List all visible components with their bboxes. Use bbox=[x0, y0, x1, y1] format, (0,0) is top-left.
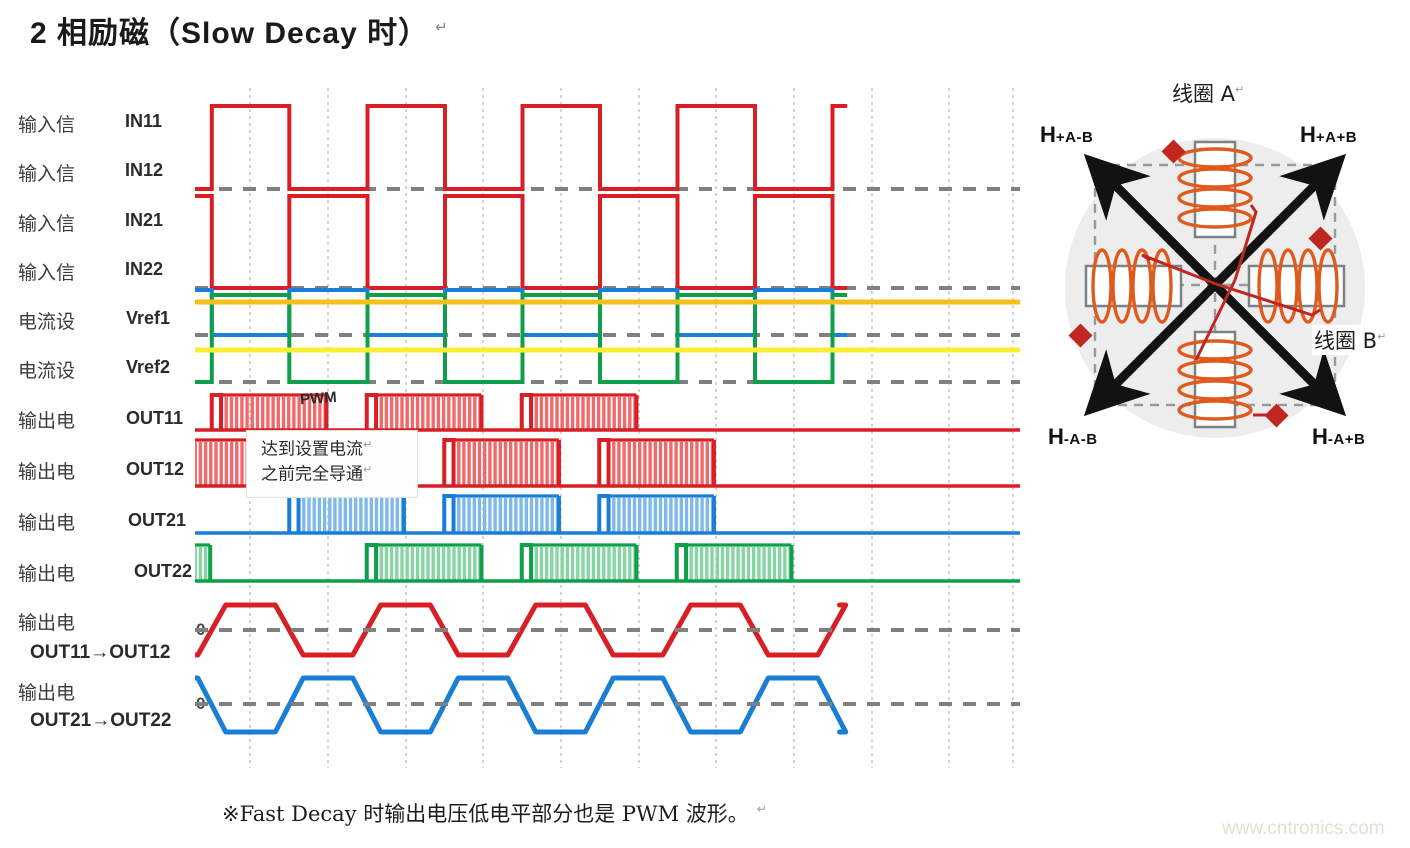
row-label-cn-out21: 输出电 bbox=[18, 512, 76, 534]
row-label-sig-in12: IN12 bbox=[125, 160, 164, 180]
row-label-cn-vref1: 电流设 bbox=[18, 311, 76, 333]
pilcrow-mark: ↵ bbox=[435, 19, 449, 36]
watermark: www.cntronics.com bbox=[1222, 818, 1385, 839]
vector-label-h-minus-a-plus-b: H-A+B bbox=[1312, 424, 1365, 450]
row-label-cn-out22: 输出电 bbox=[18, 563, 76, 585]
waveform-traces bbox=[195, 104, 1020, 735]
coil-winding-bottom bbox=[1177, 339, 1253, 421]
page-title-text: 2 相励磁（Slow Decay 时） bbox=[30, 17, 430, 50]
row-label-sig-out21-out22: OUT21→OUT22 bbox=[30, 710, 172, 731]
callout-line-1: 达到设置电流 bbox=[261, 439, 363, 460]
row-label-cn-in11: 输入信 bbox=[18, 114, 76, 136]
timing-diagram bbox=[195, 88, 1020, 768]
row-label-sig-out22: OUT22 bbox=[134, 561, 193, 581]
footnote-text: ※Fast Decay 时输出电压低电平部分也是 PWM 波形。 bbox=[222, 802, 749, 826]
h-subscript: +A-B bbox=[1055, 129, 1094, 146]
callout-box: 达到设置电流↵ 之前完全导通↵ bbox=[246, 430, 418, 498]
grid-lines bbox=[249, 88, 1014, 768]
pilcrow-mark: ↵ bbox=[756, 802, 767, 816]
row-label-sig-out12: OUT12 bbox=[126, 459, 185, 479]
h-symbol: H bbox=[1312, 424, 1328, 449]
row-label-sig-in22: IN22 bbox=[125, 259, 164, 279]
coil-b-text: 线圈 B bbox=[1314, 329, 1378, 353]
row-label-sig-vref2: Vref2 bbox=[126, 357, 171, 377]
callout-line-2: 之前完全导通 bbox=[261, 464, 363, 485]
row-label-cn-out11-out12: 输出电 bbox=[18, 612, 76, 634]
pilcrow-mark: ↵ bbox=[363, 463, 373, 477]
coil-winding-left bbox=[1091, 248, 1173, 324]
row-label-sig-in11: IN11 bbox=[125, 111, 163, 131]
pilcrow-mark: ↵ bbox=[1377, 330, 1387, 343]
pilcrow-mark: ↵ bbox=[363, 438, 373, 451]
h-symbol: H bbox=[1048, 424, 1064, 449]
vector-label-h-plus-a-plus-b: H+A+B bbox=[1300, 122, 1357, 148]
h-subscript: +A+B bbox=[1315, 129, 1358, 146]
pilcrow-mark: ↵ bbox=[1235, 83, 1245, 96]
coil-a-text: 线圈 A bbox=[1172, 82, 1236, 106]
h-subscript: -A-B bbox=[1063, 431, 1098, 448]
row-label-cn-out12: 输出电 bbox=[18, 461, 76, 483]
row-label-cn-out11: 输出电 bbox=[18, 410, 76, 432]
row-label-sig-in21: IN21 bbox=[125, 210, 164, 230]
coil-b-label: 线圈 B↵ bbox=[1312, 325, 1389, 355]
vector-label-h-plus-a-minus-b: H+A-B bbox=[1040, 122, 1093, 148]
footnote: ※Fast Decay 时输出电压低电平部分也是 PWM 波形。 ↵ bbox=[222, 798, 767, 828]
row-label-cn-in12: 输入信 bbox=[18, 163, 76, 185]
row-label-sig-out21: OUT21 bbox=[128, 510, 187, 530]
page-title: 2 相励磁（Slow Decay 时） ↵ bbox=[30, 8, 449, 52]
field-vectors bbox=[1083, 153, 1347, 417]
row-label-cn-in21: 输入信 bbox=[18, 213, 76, 235]
row-label-sig-vref1: Vref1 bbox=[126, 308, 171, 328]
stepper-motor-diagram bbox=[1020, 70, 1410, 470]
row-label-sig-out11: OUT11 bbox=[126, 408, 184, 428]
h-symbol: H bbox=[1040, 122, 1056, 147]
row-label-cn-out21-out22: 输出电 bbox=[18, 682, 76, 704]
coil-a-label: 线圈 A↵ bbox=[1172, 78, 1244, 108]
pwm-annotation: PWM bbox=[299, 388, 338, 409]
h-subscript: -A+B bbox=[1327, 431, 1366, 448]
vector-label-h-minus-a-minus-b: H-A-B bbox=[1048, 424, 1098, 450]
row-label-cn-vref2: 电流设 bbox=[18, 360, 76, 382]
row-label-sig-out11-out12: OUT11→OUT12 bbox=[30, 642, 171, 663]
h-symbol: H bbox=[1300, 122, 1316, 147]
coil-terminals bbox=[1068, 139, 1333, 428]
coil-winding-right bbox=[1257, 248, 1339, 324]
row-label-cn-in22: 输入信 bbox=[18, 262, 76, 284]
